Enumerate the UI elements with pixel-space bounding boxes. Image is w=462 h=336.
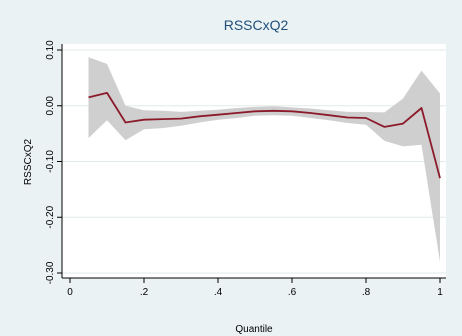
gridlines (62, 49, 446, 274)
y-axis-ticks: 0.10 0.00 -0.10 -0.20 -0.30 (45, 40, 62, 284)
y-tick-label: -0.10 (45, 150, 56, 173)
estimate-line-group (88, 92, 441, 179)
estimate-line (88, 92, 441, 179)
y-tick-label: 0.00 (45, 96, 56, 116)
y-axis-label: RSSCxQ2 (23, 139, 34, 186)
x-tick-label: .4 (214, 287, 223, 298)
x-tick-label: .2 (140, 287, 149, 298)
y-tick-label: -0.20 (45, 205, 56, 228)
x-axis-label: Quantile (235, 324, 273, 335)
chart-title: RSSCxQ2 (224, 17, 289, 33)
x-tick-label: .8 (362, 287, 371, 298)
x-tick-label: .6 (288, 287, 297, 298)
x-tick-label: 0 (67, 287, 73, 298)
x-axis-ticks: 0 .2 .4 .6 .8 1 (67, 278, 443, 298)
y-tick-label: 0.10 (45, 40, 56, 60)
x-tick-label: 1 (437, 287, 443, 298)
y-tick-label: -0.30 (45, 261, 56, 284)
